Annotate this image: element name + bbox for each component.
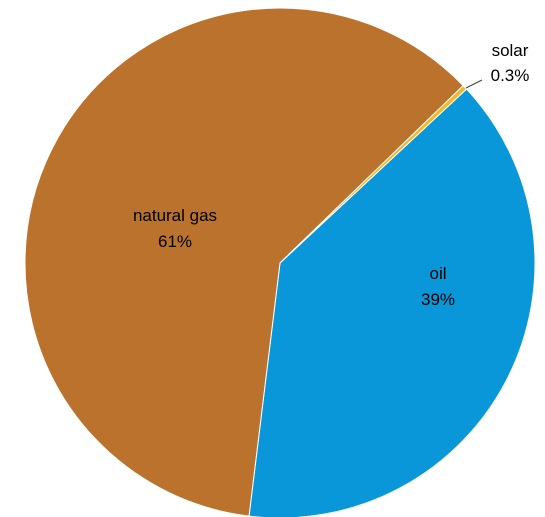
pie-slice-solar (279, 84, 468, 264)
label-natural-gas-value: 61% (158, 232, 192, 251)
solar-leader-line (465, 79, 483, 89)
label-solar-name: solar (492, 41, 529, 60)
label-oil-value: 39% (421, 290, 455, 309)
pie-slices (24, 7, 536, 517)
label-oil-name: oil (429, 264, 446, 283)
pie-slice-natural-gas (24, 7, 464, 517)
pie-slice-oil (248, 88, 536, 517)
label-solar-value: 0.3% (491, 66, 530, 85)
label-natural-gas-name: natural gas (133, 206, 217, 225)
